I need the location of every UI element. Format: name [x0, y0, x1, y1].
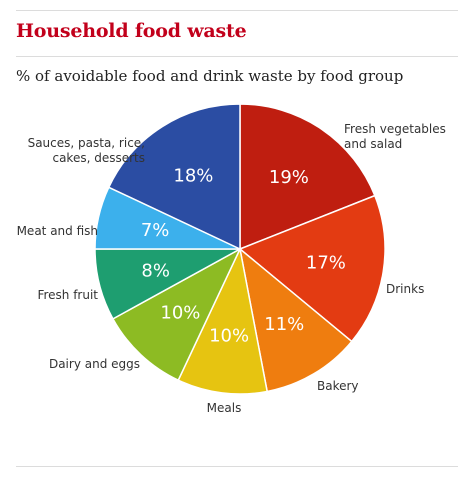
value-label-drinks: 17%	[306, 253, 346, 274]
value-label-fresh-fruit: 8%	[141, 261, 170, 282]
category-label-fresh-fruit: Fresh fruit	[37, 288, 98, 302]
value-label-sauces-pasta-rice-cakes-desserts: 18%	[173, 166, 213, 187]
value-label-bakery: 11%	[264, 314, 304, 335]
category-label-fresh-vegetables-and-salad: Fresh vegetables and salad	[344, 122, 446, 151]
title-divider	[16, 56, 458, 57]
bottom-divider	[16, 466, 458, 467]
category-label-bakery: Bakery	[317, 379, 359, 393]
top-divider	[16, 10, 458, 11]
chart-title: Household food waste	[16, 20, 247, 42]
category-label-meat-and-fish: Meat and fish	[17, 224, 98, 238]
category-label-meals: Meals	[207, 401, 242, 415]
pie-slice-drinks	[238, 194, 386, 343]
value-label-dairy-and-eggs: 10%	[160, 302, 200, 323]
category-label-drinks: Drinks	[386, 282, 424, 296]
value-label-meals: 10%	[209, 325, 249, 346]
value-label-fresh-vegetables-and-salad: 19%	[269, 167, 309, 188]
category-label-dairy-and-eggs: Dairy and eggs	[49, 357, 140, 371]
pie-slice-fresh-vegetables-and-salad	[239, 103, 376, 251]
pie-slice-meals	[177, 246, 269, 395]
pie-slice-dairy-and-eggs	[111, 247, 242, 382]
chart-subtitle: % of avoidable food and drink waste by f…	[16, 67, 404, 85]
pie-slice-sauces-pasta-rice-cakes-desserts	[107, 103, 241, 251]
pie-slice-bakery	[238, 247, 353, 393]
category-label-sauces-pasta-rice-cakes-desserts: Sauces, pasta, rice, cakes, desserts	[28, 136, 145, 165]
value-label-meat-and-fish: 7%	[141, 220, 170, 241]
